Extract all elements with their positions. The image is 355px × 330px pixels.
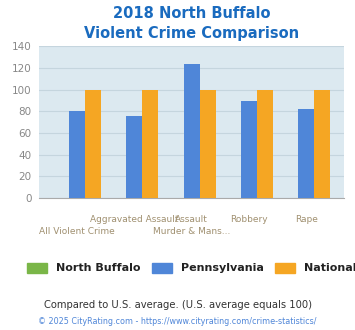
Bar [298,109,315,198]
Bar [241,102,257,198]
Bar [142,89,158,198]
Bar [85,89,101,198]
Text: Compared to U.S. average. (U.S. average equals 100): Compared to U.S. average. (U.S. average … [44,300,311,310]
Bar [69,111,85,198]
Bar [315,89,331,198]
Bar [257,89,273,198]
Text: Rape: Rape [295,215,318,224]
Text: Robbery: Robbery [230,215,268,224]
Bar [184,64,200,198]
Text: Assault: Assault [175,215,208,224]
Text: Murder & Mans...: Murder & Mans... [153,227,230,236]
Bar [200,89,216,198]
Text: © 2025 CityRating.com - https://www.cityrating.com/crime-statistics/: © 2025 CityRating.com - https://www.city… [38,317,317,326]
Title: 2018 North Buffalo
Violent Crime Comparison: 2018 North Buffalo Violent Crime Compari… [84,6,299,41]
Text: All Violent Crime: All Violent Crime [39,227,115,236]
Bar [126,115,142,198]
Legend: North Buffalo, Pennsylvania, National: North Buffalo, Pennsylvania, National [23,258,355,278]
Text: Aggravated Assault: Aggravated Assault [90,215,179,224]
